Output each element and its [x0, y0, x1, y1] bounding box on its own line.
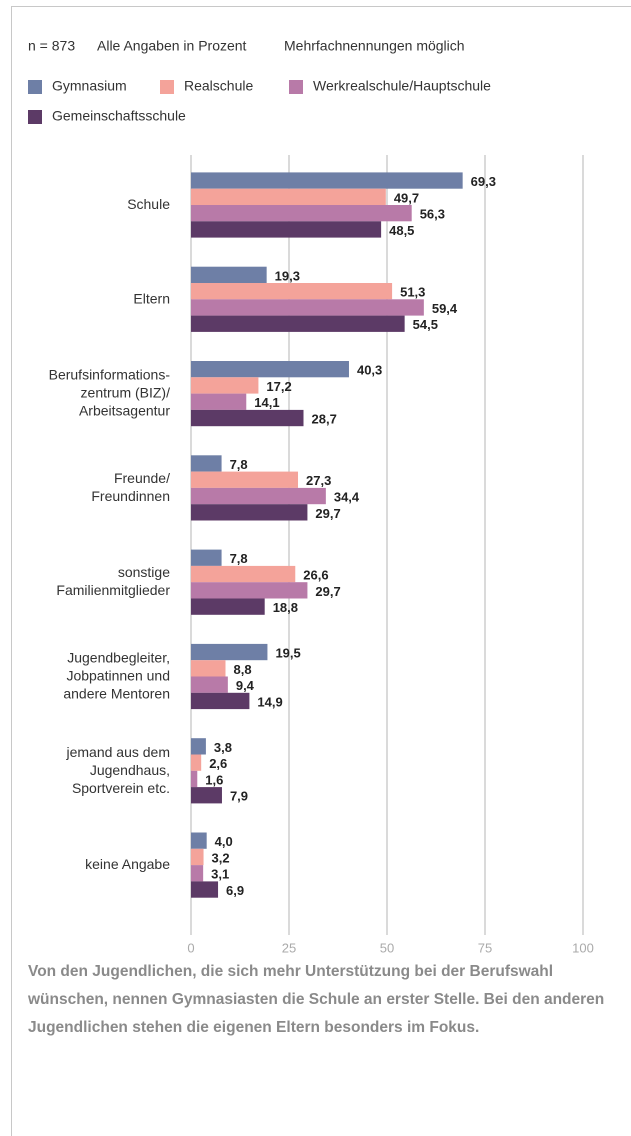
value-label: 29,7 — [315, 506, 340, 521]
legend-swatch — [289, 80, 303, 94]
value-label: 54,5 — [413, 317, 438, 332]
legend-label: Gemeinschaftsschule — [52, 108, 186, 124]
legend-label: Werkrealschule/Hauptschule — [313, 78, 491, 94]
bar — [191, 660, 226, 677]
value-label: 14,1 — [254, 395, 279, 410]
category-label: Schule — [127, 196, 170, 212]
category-label: jemand aus dem Jugendhaus, Sportverein etc… — [65, 744, 170, 796]
bar — [191, 409, 304, 427]
value-label: 4,0 — [215, 834, 233, 849]
value-label: 19,3 — [275, 268, 300, 283]
category-label: Jugendbegleiter, Jobpatinnen und andere Me… — [63, 649, 170, 701]
legend-swatch — [28, 110, 42, 124]
frame — [11, 6, 631, 1136]
bar — [191, 754, 202, 771]
value-label: 34,4 — [334, 489, 360, 504]
bar — [191, 377, 259, 394]
value-label: 19,5 — [275, 645, 300, 660]
bar — [191, 471, 299, 488]
bar — [191, 172, 463, 189]
category-label: Eltern — [133, 290, 170, 306]
bar — [191, 266, 267, 283]
value-label: 7,9 — [230, 789, 248, 804]
value-label: 28,7 — [312, 411, 337, 426]
value-label: 40,3 — [357, 363, 382, 378]
value-label: 29,7 — [315, 584, 340, 599]
x-tick-label: 0 — [187, 940, 194, 955]
value-label: 3,2 — [212, 850, 230, 865]
value-label: 7,8 — [230, 551, 248, 566]
value-label: 17,2 — [266, 379, 291, 394]
bar — [191, 487, 326, 505]
value-label: 26,6 — [303, 567, 328, 582]
value-label: 9,4 — [236, 678, 255, 693]
caption: Von den Jugendlichen, die sich mehr Unte… — [28, 963, 605, 1036]
value-label: 3,1 — [211, 867, 229, 882]
bar — [191, 205, 412, 222]
bar — [191, 643, 268, 661]
value-label: 14,9 — [257, 694, 282, 709]
legend-swatch — [28, 80, 42, 94]
bar — [191, 770, 198, 788]
value-label: 18,8 — [273, 600, 298, 615]
bar — [191, 582, 308, 599]
bar — [191, 565, 296, 583]
bar — [191, 598, 265, 615]
value-label: 69,3 — [471, 174, 496, 189]
bar — [191, 393, 247, 410]
bar — [191, 692, 250, 710]
category-label: keine Angabe — [85, 856, 170, 872]
bar — [191, 676, 228, 693]
bar — [191, 361, 349, 378]
value-label: 27,3 — [306, 473, 331, 488]
bar — [191, 832, 207, 849]
bar — [191, 315, 405, 332]
value-label: 1,6 — [205, 772, 223, 787]
legend-label: Gymnasium — [52, 78, 127, 94]
note: Mehrfachnennungen möglich — [284, 38, 465, 54]
value-label: 3,8 — [214, 740, 232, 755]
bar — [191, 283, 393, 300]
value-label: 48,5 — [389, 223, 414, 238]
x-tick-label: 50 — [380, 940, 394, 955]
bar — [191, 549, 222, 566]
legend-swatch — [160, 80, 174, 94]
value-label: 7,8 — [230, 457, 248, 472]
bar — [191, 881, 219, 898]
note: n = 873 — [28, 38, 75, 54]
bar — [191, 299, 424, 316]
bar — [191, 865, 204, 882]
note: Alle Angaben in Prozent — [97, 38, 247, 54]
value-label: 56,3 — [420, 207, 445, 222]
x-tick-label: 25 — [282, 940, 296, 955]
x-tick-label: 75 — [478, 940, 492, 955]
category-label: sonstige Familienmitglieder — [56, 564, 170, 598]
category-label: Berufsinformations-zentrum (BIZ)/Arbeits… — [49, 366, 171, 418]
bar — [191, 787, 222, 804]
bar — [191, 738, 206, 755]
chart: n = 873 Alle Angaben in Prozent Mehrfachne… — [28, 38, 594, 955]
bar — [191, 455, 222, 472]
value-label: 59,4 — [432, 301, 458, 316]
value-label: 8,8 — [233, 662, 251, 677]
value-label: 51,3 — [400, 285, 425, 300]
legend-label: Realschule — [184, 78, 253, 94]
category-label: Freunde/Freundinnen — [91, 470, 170, 504]
x-tick-label: 100 — [572, 940, 594, 955]
value-label: 6,9 — [226, 883, 244, 898]
value-label: 2,6 — [209, 756, 227, 771]
bar — [191, 221, 382, 238]
value-label: 49,7 — [394, 190, 419, 205]
bar — [191, 848, 204, 866]
bar — [191, 188, 386, 205]
bar — [191, 504, 308, 521]
